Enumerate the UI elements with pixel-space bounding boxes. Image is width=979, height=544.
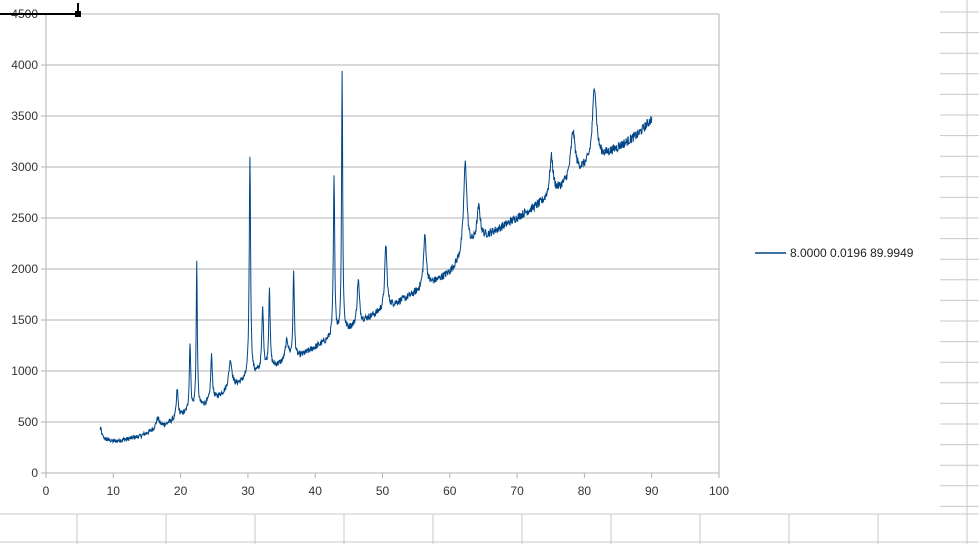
x-axis-tick-labels: 0 10 20 30 40 50 60 70 80 90 100 [43, 484, 730, 498]
x-tick-label: 80 [578, 484, 592, 498]
legend-label: 8.0000 0.0196 89.9949 [790, 246, 914, 260]
series-line[interactable] [99, 71, 653, 445]
x-tick-label: 70 [510, 484, 524, 498]
plot-area [46, 14, 719, 473]
y-tick-label: 2000 [11, 262, 38, 276]
y-tick-label: 4000 [11, 58, 38, 72]
y-tick-label: 0 [31, 466, 38, 480]
x-tick-label: 100 [709, 484, 729, 498]
y-tick-label: 3500 [11, 109, 38, 123]
y-tick-label: 1500 [11, 313, 38, 327]
selection-handle[interactable] [75, 11, 81, 17]
x-tick-label: 60 [443, 484, 457, 498]
y-tick-label: 1000 [11, 364, 38, 378]
y-tick-label: 2500 [11, 211, 38, 225]
x-tick-label: 20 [174, 484, 188, 498]
x-tick-label: 10 [107, 484, 121, 498]
x-tick-label: 0 [43, 484, 50, 498]
x-tick-label: 90 [645, 484, 659, 498]
x-tick-label: 30 [241, 484, 255, 498]
legend: 8.0000 0.0196 89.9949 [755, 246, 914, 260]
x-tick-label: 50 [376, 484, 390, 498]
y-tick-label: 3000 [11, 160, 38, 174]
y-tick-label: 500 [18, 415, 38, 429]
x-tick-label: 40 [309, 484, 323, 498]
